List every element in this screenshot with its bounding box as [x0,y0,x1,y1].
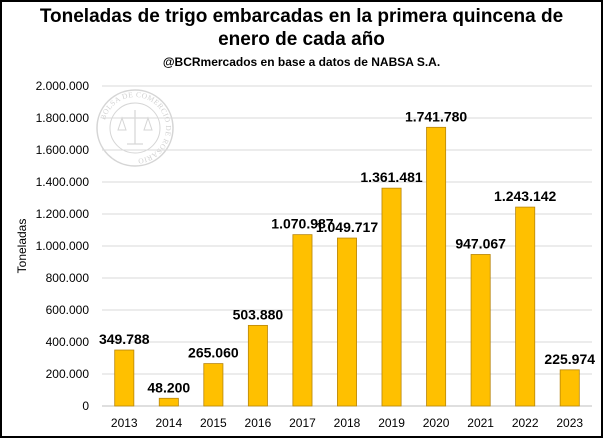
bar-2017 [292,234,313,407]
x-tick-label-2014: 2014 [155,416,182,430]
bars [114,126,580,407]
x-axis-ticks: 2013 2014 2015 2016 2017 2018 2019 2020 2021 2022… [111,416,583,430]
chart-subtitle: @BCRmercados en base a datos de NABSA S.… [162,55,441,69]
y-tick-label: 0 [82,399,89,413]
data-label-2014: 48.200 [147,379,190,395]
data-label-2020: 1.741.780 [405,108,467,124]
bar-2016 [247,324,268,407]
y-tick-label: 2.000.000 [36,79,90,93]
chart-title-line-1: Toneladas de trigo embarcadas en la prim… [39,6,564,27]
bar-2022 [515,206,536,407]
x-tick-label-2016: 2016 [245,416,272,430]
bar-2015 [203,363,224,407]
bar-2018 [337,237,357,407]
bar-2020 [426,126,447,407]
x-tick-label-2015: 2015 [200,416,227,430]
y-tick-label: 1.800.000 [36,111,90,125]
y-tick-label: 1.600.000 [36,143,90,157]
data-label-2017: 1.070.987 [271,216,333,232]
data-label-2013: 349.788 [99,331,150,347]
x-tick-label-2013: 2013 [111,416,138,430]
x-tick-label-2023: 2023 [556,416,583,430]
y-tick-label: 600.000 [46,303,90,317]
bar-2023 [559,369,580,407]
data-label-2023: 225.974 [544,351,595,367]
bar-2013 [114,349,135,407]
bar-2021 [470,254,491,407]
data-labels: 349.788 48.200 265.060 503.880 1.070.9871.04… [99,108,595,395]
y-axis-ticks: 0 200.000 400.000 600.000 800.000 1.000.000 1.… [36,79,90,413]
x-tick-label-2020: 2020 [423,416,450,430]
x-tick-label-2019: 2019 [378,416,405,430]
data-label-2018: 1.049.717 [316,219,378,235]
y-tick-label: 200.000 [46,367,90,381]
chart-title: Toneladas de trigo embarcadas en la prim… [2,5,601,51]
x-tick-label-2021: 2021 [467,416,494,430]
y-tick-label: 1.400.000 [36,175,90,189]
y-axis-label: Toneladas [15,219,29,274]
x-tick-label-2022: 2022 [512,416,539,430]
data-label-2021: 947.067 [455,235,506,251]
data-label-2015: 265.060 [188,345,239,361]
y-tick-label: 800.000 [46,271,90,285]
chart-title-line-2: enero de cada año [218,29,385,50]
bar-2019 [381,187,402,407]
x-tick-label-2018: 2018 [334,416,361,430]
bar-2014 [158,397,179,407]
x-tick-label-2017: 2017 [289,416,316,430]
data-label-2022: 1.243.142 [494,188,556,204]
y-tick-label: 1.000.000 [36,239,90,253]
y-tick-label: 400.000 [46,335,90,349]
data-label-2019: 1.361.481 [360,169,422,185]
data-label-2016: 503.880 [233,306,284,322]
y-tick-label: 1.200.000 [36,207,90,221]
